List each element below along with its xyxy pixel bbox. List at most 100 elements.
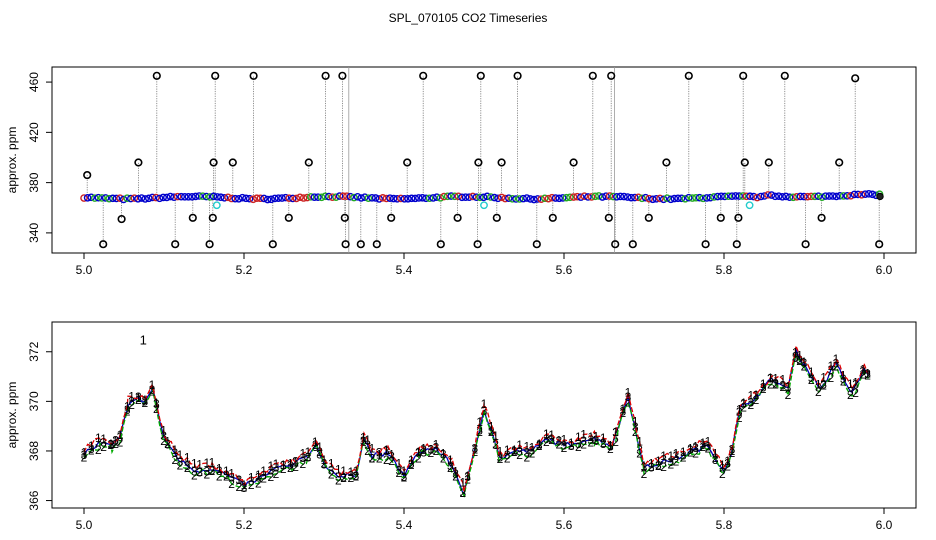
baseline-point <box>112 194 121 203</box>
series-point-label: 2 <box>376 452 383 466</box>
series-point-label: 2 <box>164 437 171 451</box>
series-point-label: 2 <box>833 359 840 373</box>
cyan-point <box>745 201 754 210</box>
baseline-point <box>458 193 466 202</box>
series-point-label: 1 <box>815 378 822 392</box>
series-point-label: 3 <box>160 429 167 443</box>
series-point-label: 2 <box>107 438 114 452</box>
baseline-point <box>793 192 801 201</box>
series-point-label: 1 <box>864 366 871 380</box>
series-point-label: 3 <box>209 463 216 477</box>
baseline-point <box>728 192 736 200</box>
series-point-label: 2 <box>287 461 294 475</box>
series-point-label: 2 <box>687 445 694 459</box>
outlier-point <box>607 71 616 80</box>
baseline-point <box>278 194 286 202</box>
baseline-point <box>868 190 877 199</box>
baseline-point <box>602 192 610 200</box>
baseline-point <box>753 193 762 202</box>
series-point-label: 1 <box>280 458 287 472</box>
baseline-point <box>796 192 805 201</box>
series-point-label: 3 <box>636 443 643 457</box>
baseline-point <box>202 192 211 201</box>
series-point-label: 3 <box>364 438 371 452</box>
baseline-point <box>569 193 578 201</box>
series-point-label: 1 <box>360 431 367 445</box>
series-point-label: 2 <box>408 458 415 472</box>
baseline-point <box>216 193 225 202</box>
series-point-label: 2 <box>184 461 191 475</box>
series-line <box>83 345 869 492</box>
baseline-point <box>306 193 315 201</box>
outlier-point <box>716 213 725 222</box>
baseline-point <box>688 194 697 202</box>
baseline-point <box>252 194 261 203</box>
series-point-label: 2 <box>673 455 680 469</box>
outlier-point <box>739 71 748 80</box>
series-point-label: 3 <box>177 455 184 469</box>
outlier-point <box>387 213 396 222</box>
baseline-point <box>134 195 142 203</box>
baseline-point <box>191 192 200 201</box>
baseline-point <box>382 194 391 203</box>
baseline-point <box>605 192 614 200</box>
series-point-label: 2 <box>141 396 148 410</box>
bottom-panel-co2-detail: 5.0 5.2 5.4 5.6 5.8 6.0 366 368 370 372 approx. pp… <box>5 321 917 532</box>
baseline-point <box>515 195 524 203</box>
series-point-label: 1 <box>420 442 427 456</box>
series-point-label: 3 <box>100 436 107 450</box>
outlier-point <box>341 240 350 249</box>
series-point-label: 2 <box>864 369 871 383</box>
series-point-label: 1 <box>117 428 124 442</box>
series-point-label: 2 <box>401 470 408 484</box>
series-point-label: 3 <box>648 460 655 474</box>
series-point-label: 2 <box>427 446 434 460</box>
x-tick-label: 5.8 <box>716 518 733 532</box>
series-point-label: 1 <box>859 362 866 376</box>
baseline-point <box>285 194 294 203</box>
outlier-point <box>453 213 462 222</box>
series-point-label: 2 <box>316 445 323 459</box>
baseline-point <box>422 194 430 203</box>
series-point-label: 1 <box>729 444 736 458</box>
series-point-label: 1 <box>415 445 422 459</box>
baseline-point <box>234 194 243 203</box>
series-point-label: 2 <box>772 377 779 391</box>
series-point-label: 1 <box>705 435 712 449</box>
baseline-point <box>839 192 848 200</box>
series-point-label: 3 <box>692 441 699 455</box>
baseline-point <box>857 191 866 199</box>
series-point-label: 3 <box>852 377 859 391</box>
series-point-label: 1 <box>476 415 483 429</box>
baseline-point <box>220 193 229 202</box>
x-tick-label: 5.0 <box>76 263 93 277</box>
series-point-label: 1 <box>641 459 648 473</box>
series-point-label: 1 <box>369 442 376 456</box>
baseline-point <box>360 193 369 201</box>
baseline-point <box>242 194 250 203</box>
y-tick-label: 380 <box>27 172 41 192</box>
series-point-label: 1 <box>555 433 562 447</box>
x-tick-label: 5.4 <box>396 263 413 277</box>
series-point-label: 3 <box>81 448 88 462</box>
baseline-point <box>170 193 178 202</box>
series-point-label: 1 <box>196 458 203 472</box>
series-point-label: 1 <box>203 456 210 470</box>
outlier-point <box>117 214 126 224</box>
series-point-label: 1 <box>724 454 731 468</box>
outlier-point <box>209 158 218 167</box>
outlier-point <box>152 71 161 80</box>
baseline-point <box>749 192 758 201</box>
series-point-label: 3 <box>612 426 619 440</box>
series-point-label: 1 <box>255 468 262 482</box>
series-point-label: 3 <box>433 441 440 455</box>
baseline-point <box>861 190 870 198</box>
baseline-point <box>699 194 708 203</box>
series-point-label: 1 <box>383 443 390 457</box>
outlier-point <box>701 240 710 249</box>
series-point-label: 2 <box>536 439 543 453</box>
baseline-point <box>479 193 488 202</box>
baseline-point <box>303 193 312 202</box>
baseline-point <box>91 194 99 202</box>
